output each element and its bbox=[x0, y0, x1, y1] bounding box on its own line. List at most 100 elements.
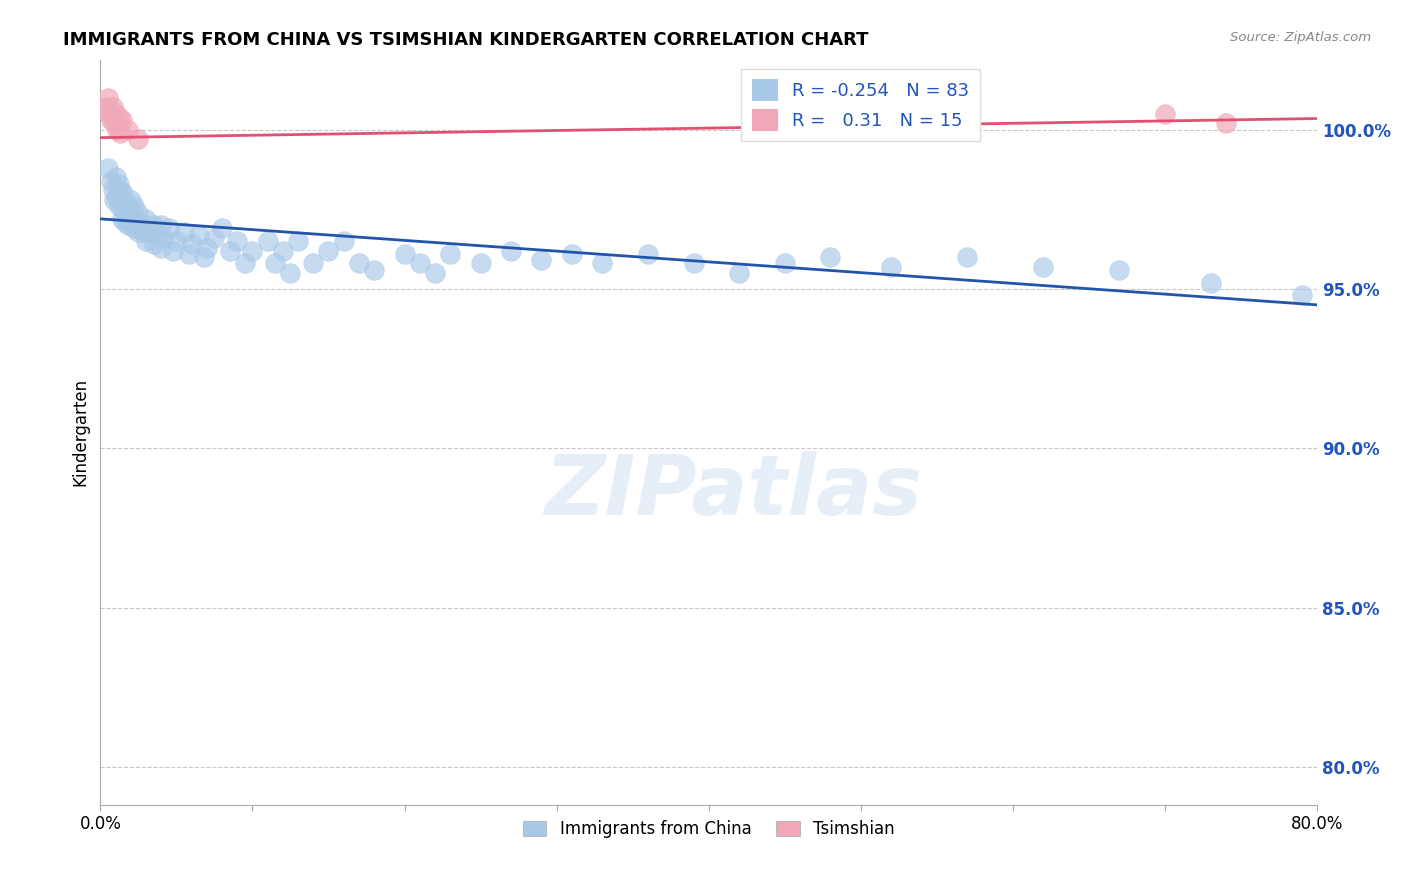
Point bbox=[1108, 263, 1130, 277]
Point bbox=[1215, 116, 1237, 130]
Point bbox=[682, 256, 704, 270]
Point bbox=[173, 225, 195, 239]
Point bbox=[100, 113, 122, 128]
Point bbox=[117, 122, 139, 136]
Point bbox=[101, 183, 124, 197]
Point bbox=[728, 266, 751, 280]
Point bbox=[135, 211, 157, 226]
Point bbox=[142, 219, 165, 233]
Point bbox=[499, 244, 522, 258]
Point bbox=[107, 199, 129, 213]
Point bbox=[111, 196, 134, 211]
Point bbox=[195, 241, 218, 255]
Point bbox=[820, 250, 842, 264]
Point bbox=[142, 237, 165, 252]
Point bbox=[104, 189, 127, 203]
Point bbox=[880, 260, 903, 274]
Point bbox=[150, 219, 173, 233]
Point bbox=[218, 244, 240, 258]
Point bbox=[127, 225, 149, 239]
Point bbox=[157, 221, 180, 235]
Point bbox=[287, 234, 309, 248]
Point bbox=[193, 250, 215, 264]
Point bbox=[105, 122, 128, 136]
Point bbox=[121, 205, 143, 219]
Point bbox=[591, 256, 613, 270]
Point bbox=[363, 263, 385, 277]
Point bbox=[773, 256, 796, 270]
Point bbox=[177, 247, 200, 261]
Point bbox=[98, 107, 121, 121]
Point bbox=[530, 253, 553, 268]
Point bbox=[439, 247, 461, 261]
Point bbox=[135, 234, 157, 248]
Point bbox=[112, 202, 135, 217]
Point bbox=[264, 256, 287, 270]
Point bbox=[122, 221, 145, 235]
Point bbox=[1199, 276, 1222, 290]
Point bbox=[956, 250, 979, 264]
Point bbox=[128, 215, 150, 229]
Point bbox=[271, 244, 294, 258]
Point bbox=[111, 113, 134, 128]
Point bbox=[423, 266, 446, 280]
Point bbox=[332, 234, 354, 248]
Point bbox=[127, 205, 149, 219]
Point bbox=[104, 170, 127, 185]
Point bbox=[188, 227, 211, 242]
Text: Source: ZipAtlas.com: Source: ZipAtlas.com bbox=[1230, 31, 1371, 45]
Point bbox=[97, 91, 120, 105]
Point bbox=[122, 199, 145, 213]
Point bbox=[108, 126, 131, 140]
Point bbox=[117, 199, 139, 213]
Point bbox=[211, 221, 233, 235]
Point bbox=[226, 234, 249, 248]
Point bbox=[104, 107, 127, 121]
Point bbox=[302, 256, 325, 270]
Point bbox=[103, 116, 125, 130]
Point bbox=[100, 174, 122, 188]
Point bbox=[115, 205, 138, 219]
Point bbox=[180, 237, 202, 252]
Point bbox=[138, 225, 160, 239]
Point bbox=[120, 193, 142, 207]
Point bbox=[114, 196, 136, 211]
Point bbox=[409, 256, 432, 270]
Point bbox=[1154, 107, 1177, 121]
Point bbox=[112, 186, 135, 201]
Point bbox=[347, 256, 370, 270]
Point bbox=[280, 266, 302, 280]
Point bbox=[204, 231, 226, 245]
Point bbox=[107, 110, 129, 124]
Point bbox=[103, 193, 125, 207]
Point bbox=[146, 227, 169, 242]
Point bbox=[637, 247, 659, 261]
Point bbox=[118, 209, 141, 223]
Y-axis label: Kindergarten: Kindergarten bbox=[72, 378, 89, 486]
Point bbox=[318, 244, 340, 258]
Point bbox=[97, 161, 120, 175]
Text: ZIPatlas: ZIPatlas bbox=[544, 451, 922, 533]
Point bbox=[117, 219, 139, 233]
Point bbox=[111, 211, 134, 226]
Point bbox=[150, 241, 173, 255]
Point bbox=[242, 244, 264, 258]
Point bbox=[127, 132, 149, 146]
Point bbox=[233, 256, 256, 270]
Point bbox=[120, 215, 142, 229]
Point bbox=[165, 234, 187, 248]
Point bbox=[153, 231, 176, 245]
Text: IMMIGRANTS FROM CHINA VS TSIMSHIAN KINDERGARTEN CORRELATION CHART: IMMIGRANTS FROM CHINA VS TSIMSHIAN KINDE… bbox=[63, 31, 869, 49]
Point bbox=[132, 225, 155, 239]
Point bbox=[107, 177, 129, 191]
Point bbox=[96, 100, 118, 114]
Point bbox=[108, 183, 131, 197]
Point bbox=[162, 244, 184, 258]
Point bbox=[470, 256, 492, 270]
Point bbox=[1032, 260, 1054, 274]
Point bbox=[124, 211, 146, 226]
Legend: Immigrants from China, Tsimshian: Immigrants from China, Tsimshian bbox=[516, 814, 901, 845]
Point bbox=[1291, 288, 1313, 302]
Point bbox=[101, 100, 124, 114]
Point bbox=[561, 247, 583, 261]
